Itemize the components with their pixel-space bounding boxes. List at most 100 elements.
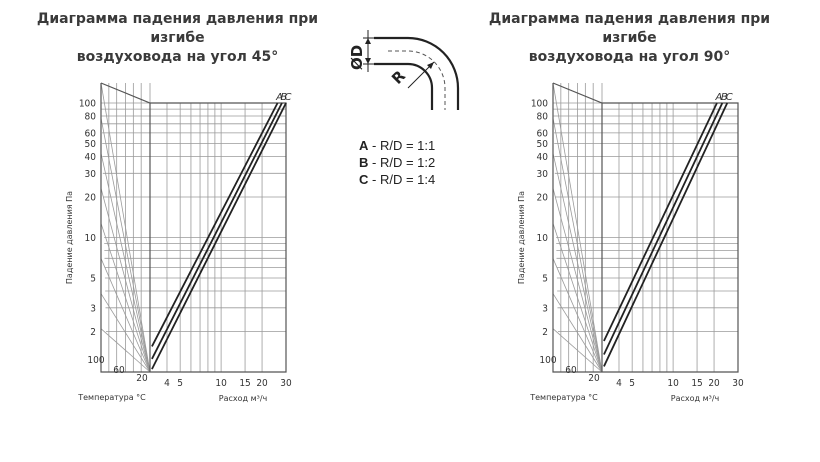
y-tick-label: 10 xyxy=(85,233,97,244)
series-label-c: C xyxy=(726,92,733,103)
duct-bend-diagram: ØD R xyxy=(348,30,460,110)
plot-frame xyxy=(100,82,287,373)
chart-title-45-line-2: воздуховода на угол 45° xyxy=(76,49,279,65)
temp-diagonal xyxy=(552,153,603,373)
radius-dimension xyxy=(407,61,435,89)
series-line-b xyxy=(151,102,283,360)
x-tick-label: 20 xyxy=(708,378,720,389)
temperature-tick-label: 100 xyxy=(87,355,104,366)
series-line-c xyxy=(151,102,287,370)
y-tick-label: 30 xyxy=(85,169,97,180)
y-tick-label: 20 xyxy=(537,193,549,204)
legend-text: - R/D = 1:2 xyxy=(368,155,436,170)
legend-item-a: A - R/D = 1:1 xyxy=(359,137,435,154)
series-label-b: B xyxy=(280,92,287,103)
chart-title-90-line-2: воздуховода на угол 90° xyxy=(528,49,731,65)
y-tick-label: 3 xyxy=(90,303,96,314)
temp-diagonal xyxy=(552,293,603,373)
x-tick-label: 20 xyxy=(256,378,268,389)
temp-diagonal xyxy=(552,223,603,373)
y-tick-label: 60 xyxy=(537,128,549,139)
y-tick-label: 100 xyxy=(531,99,548,110)
y-axis-title: Падение давления Па xyxy=(65,191,74,284)
y-tick-label: 30 xyxy=(537,169,549,180)
y-tick-label: 40 xyxy=(537,152,549,163)
x-tick-label: 10 xyxy=(667,378,679,389)
y-tick-label: 60 xyxy=(85,128,97,139)
y-tick-label: 10 xyxy=(537,233,549,244)
x-tick-label: 30 xyxy=(280,378,292,389)
y-tick-label: 50 xyxy=(85,139,97,150)
temperature-tick-label: 60 xyxy=(113,365,125,376)
chart-title-45: Диаграмма падения давления при изгибе во… xyxy=(10,10,345,67)
legend-key: C xyxy=(359,172,369,187)
y-tick-label: 80 xyxy=(537,112,549,123)
temperature-axis-title: Температура °С xyxy=(77,393,146,402)
temp-diagonal xyxy=(100,328,151,373)
temp-diagonal xyxy=(552,188,603,373)
temperature-tick-label: 60 xyxy=(565,365,577,376)
temperature-tick-label: 20 xyxy=(588,373,600,384)
y-tick-label: 5 xyxy=(90,273,96,284)
plot-area xyxy=(601,102,739,373)
legend-text: - R/D = 1:4 xyxy=(368,172,436,187)
temp-diagonal xyxy=(100,293,151,373)
diameter-label: ØD xyxy=(348,45,366,70)
y-tick-label: 80 xyxy=(85,112,97,123)
legend-text: - R/D = 1:1 xyxy=(368,138,436,153)
y-tick-label: 20 xyxy=(85,193,97,204)
temp-diagonal xyxy=(100,258,151,373)
series-label-a: A xyxy=(275,92,283,103)
diameter-dimension xyxy=(363,30,378,72)
y-tick-label: 50 xyxy=(537,139,549,150)
y-tick-label: 2 xyxy=(90,327,96,338)
y-tick-label: 3 xyxy=(542,303,548,314)
y-tick-label: 100 xyxy=(79,99,96,110)
x-tick-label: 30 xyxy=(732,378,744,389)
x-tick-label: 10 xyxy=(215,378,227,389)
temperature-tick-label: 100 xyxy=(539,355,556,366)
x-tick-label: 5 xyxy=(629,378,635,389)
legend: A - R/D = 1:1 B - R/D = 1:2 C - R/D = 1:… xyxy=(359,137,435,188)
series-label-b: B xyxy=(721,92,728,103)
y-tick-label: 5 xyxy=(542,273,548,284)
x-tick-label: 4 xyxy=(616,378,622,389)
legend-key: A xyxy=(359,138,369,153)
temperature-area xyxy=(552,82,603,373)
plot-frame xyxy=(552,82,739,373)
legend-item-c: C - R/D = 1:4 xyxy=(359,171,435,188)
legend-item-b: B - R/D = 1:2 xyxy=(359,154,435,171)
temp-diagonal xyxy=(100,82,151,373)
temp-diagonal xyxy=(552,258,603,373)
y-tick-label: 40 xyxy=(85,152,97,163)
chart-title-90-line-1: Диаграмма падения давления при изгибе xyxy=(488,11,771,46)
temp-diagonal xyxy=(552,328,603,373)
x-axis-title: Расход м³/ч xyxy=(671,394,720,403)
temp-diagonal xyxy=(100,223,151,373)
temp-diagonal xyxy=(100,118,151,373)
series-line-a xyxy=(603,102,718,342)
chart-title-45-line-1: Диаграмма падения давления при изгибе xyxy=(36,11,319,46)
temp-diagonal xyxy=(552,118,603,373)
series-line-b xyxy=(603,102,724,355)
y-tick-label: 2 xyxy=(542,327,548,338)
temp-diagonal xyxy=(100,153,151,373)
series-label-c: C xyxy=(285,92,292,103)
x-tick-label: 5 xyxy=(177,378,183,389)
temp-diagonal xyxy=(552,82,603,373)
series-line-a xyxy=(151,102,279,347)
y-axis-title: Падение давления Па xyxy=(517,191,526,284)
x-tick-label: 4 xyxy=(164,378,170,389)
x-tick-label: 15 xyxy=(239,378,250,389)
temperature-axis-title: Температура °С xyxy=(529,393,598,402)
chart-title-90: Диаграмма падения давления при изгибе во… xyxy=(462,10,797,67)
legend-key: B xyxy=(359,155,369,170)
x-axis-title: Расход м³/ч xyxy=(219,394,268,403)
bend-centerline xyxy=(388,50,446,110)
x-tick-label: 15 xyxy=(691,378,702,389)
temperature-tick-label: 20 xyxy=(136,373,148,384)
bend-outer-wall xyxy=(374,36,460,110)
series-line-c xyxy=(603,102,729,367)
